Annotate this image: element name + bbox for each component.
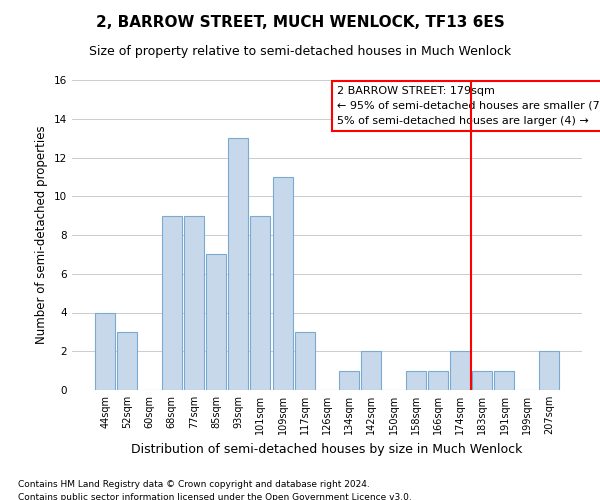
Text: Size of property relative to semi-detached houses in Much Wenlock: Size of property relative to semi-detach…	[89, 45, 511, 58]
Bar	[272, 177, 293, 390]
Bar	[184, 216, 204, 390]
Bar	[162, 216, 182, 390]
Bar	[95, 312, 115, 390]
Text: Contains public sector information licensed under the Open Government Licence v3: Contains public sector information licen…	[18, 492, 412, 500]
Y-axis label: Number of semi-detached properties: Number of semi-detached properties	[35, 126, 49, 344]
Bar	[250, 216, 271, 390]
Bar	[361, 351, 382, 390]
Bar	[339, 370, 359, 390]
Bar	[206, 254, 226, 390]
Bar	[228, 138, 248, 390]
Text: 2 BARROW STREET: 179sqm
← 95% of semi-detached houses are smaller (74)
5% of sem: 2 BARROW STREET: 179sqm ← 95% of semi-de…	[337, 86, 600, 126]
Text: 2, BARROW STREET, MUCH WENLOCK, TF13 6ES: 2, BARROW STREET, MUCH WENLOCK, TF13 6ES	[95, 15, 505, 30]
Bar	[450, 351, 470, 390]
Bar	[494, 370, 514, 390]
Bar	[406, 370, 426, 390]
X-axis label: Distribution of semi-detached houses by size in Much Wenlock: Distribution of semi-detached houses by …	[131, 442, 523, 456]
Bar	[539, 351, 559, 390]
Bar	[118, 332, 137, 390]
Bar	[472, 370, 492, 390]
Text: Contains HM Land Registry data © Crown copyright and database right 2024.: Contains HM Land Registry data © Crown c…	[18, 480, 370, 489]
Bar	[295, 332, 315, 390]
Bar	[428, 370, 448, 390]
